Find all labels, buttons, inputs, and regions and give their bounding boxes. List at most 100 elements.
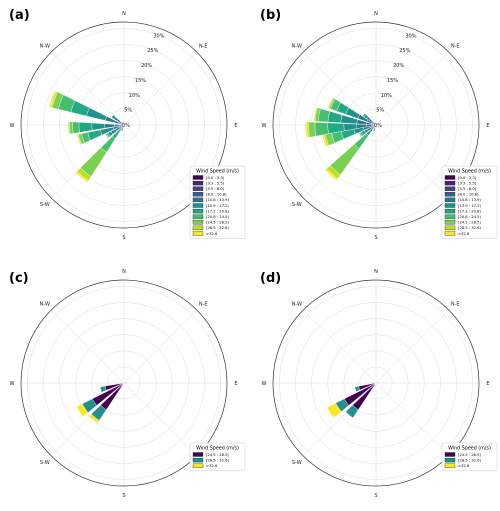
legend-swatch bbox=[192, 197, 204, 203]
direction-label: N bbox=[122, 11, 126, 17]
windrose-bar bbox=[326, 402, 342, 419]
windrose-bar bbox=[373, 121, 376, 124]
legend-entry: >32.6 bbox=[206, 464, 218, 468]
panel-label: (b) bbox=[260, 8, 281, 23]
windrose-bar bbox=[123, 382, 128, 384]
legend-entry: [0.0 : 3.3) bbox=[458, 176, 477, 180]
windrose-panel: (a)5%10%15%20%25%30%0%NN-EES-ESS-WWN-WWi… bbox=[9, 8, 246, 241]
windrose-bar bbox=[354, 386, 360, 392]
direction-label: N bbox=[122, 269, 126, 275]
legend-entry: [10.8 : 13.9) bbox=[458, 198, 481, 202]
direction-label: N-E bbox=[199, 302, 208, 308]
radial-tick-label: 5% bbox=[376, 108, 384, 114]
legend-entry: [20.8 : 24.5) bbox=[458, 215, 481, 219]
legend-swatch bbox=[192, 186, 204, 191]
windrose-bar bbox=[86, 107, 107, 121]
direction-label: E bbox=[486, 381, 489, 387]
direction-label: N-W bbox=[40, 302, 50, 308]
legend: Wind Speed (m/s)[24.5 : 28.5)[28.5 : 32.… bbox=[189, 442, 246, 472]
windrose-bar bbox=[314, 122, 329, 137]
windrose-bar bbox=[327, 111, 343, 124]
legend-swatch bbox=[192, 203, 204, 208]
direction-label: S bbox=[374, 493, 377, 499]
legend-box bbox=[189, 442, 246, 472]
legend-entry: [20.8 : 24.5) bbox=[206, 215, 229, 219]
direction-label: N bbox=[374, 269, 378, 275]
direction-label: S-W bbox=[292, 202, 302, 208]
legend-entry: [8.0 : 10.8) bbox=[458, 193, 479, 197]
legend-swatch bbox=[192, 220, 204, 225]
windrose-bar bbox=[111, 114, 117, 120]
direction-label: S bbox=[374, 235, 377, 241]
windrose-bar bbox=[372, 129, 376, 132]
direction-label: W bbox=[262, 381, 267, 387]
windrose-bar bbox=[362, 113, 367, 118]
windrose-bar bbox=[99, 385, 107, 393]
legend-entry: [24.5 : 28.5) bbox=[206, 221, 229, 225]
direction-label: N-E bbox=[451, 44, 460, 50]
windrose-panel: (b)5%10%15%20%25%30%0%NN-EES-ESS-WWN-WWi… bbox=[260, 8, 498, 241]
windrose-bar bbox=[88, 413, 100, 424]
windrose-bar bbox=[121, 121, 124, 124]
direction-label: E bbox=[486, 123, 489, 129]
windrose-bar bbox=[76, 134, 81, 146]
legend-swatch bbox=[444, 231, 456, 236]
legend-title: Wind Speed (m/s) bbox=[448, 446, 491, 452]
grid-spoke bbox=[302, 51, 377, 126]
panel-label: (a) bbox=[9, 8, 30, 23]
legend-entry: [17.2 : 20.8) bbox=[458, 209, 481, 213]
direction-label: S-W bbox=[292, 460, 302, 466]
legend-swatch bbox=[444, 197, 456, 203]
legend-swatch bbox=[192, 452, 204, 457]
direction-label: E bbox=[234, 381, 237, 387]
outer-ring bbox=[20, 279, 228, 487]
grid-spoke bbox=[302, 309, 377, 384]
windrose-bar bbox=[305, 121, 309, 139]
legend-entry: [28.5 : 32.6) bbox=[458, 226, 481, 230]
radial-tick-label: 15% bbox=[387, 78, 398, 84]
legend-swatch bbox=[192, 225, 204, 231]
legend-swatch bbox=[192, 192, 204, 197]
legend-entry: [28.5 : 32.6) bbox=[206, 458, 229, 462]
outer-ring bbox=[272, 279, 480, 487]
legend: Wind Speed (m/s)[0.0 : 3.3)[3.3 : 5.5) [5… bbox=[441, 165, 498, 239]
outer-ring bbox=[20, 21, 228, 229]
direction-label: S bbox=[122, 235, 125, 241]
legend: Wind Speed (m/s)[0.0 : 3.3)[3.3 : 5.5) [5… bbox=[189, 165, 246, 239]
legend-entry: [13.9 : 17.2) bbox=[458, 204, 481, 208]
legend-entry: [8.0 : 10.8) bbox=[206, 193, 227, 197]
windrose-bar bbox=[105, 133, 109, 139]
windrose-bar bbox=[308, 121, 317, 138]
direction-label: N-E bbox=[451, 302, 460, 308]
legend-swatch bbox=[444, 457, 456, 463]
legend-entry: [3.3 : 5.5) bbox=[206, 181, 225, 185]
grid-spoke bbox=[375, 382, 450, 457]
direction-label: S-W bbox=[40, 202, 50, 208]
grid-spoke bbox=[375, 309, 450, 384]
direction-label: N bbox=[374, 11, 378, 17]
direction-label: S-W bbox=[40, 460, 50, 466]
legend-swatch bbox=[444, 220, 456, 225]
legend-swatch bbox=[444, 452, 456, 457]
legend-box bbox=[441, 442, 498, 472]
legend-swatch bbox=[444, 214, 456, 219]
radial-tick-label: 5% bbox=[124, 108, 132, 114]
legend-entry: [0.0 : 3.3) bbox=[206, 176, 225, 180]
panel-label: (c) bbox=[9, 271, 29, 286]
legend-swatch bbox=[444, 180, 456, 186]
legend-entry: [17.2 : 20.8) bbox=[206, 209, 229, 213]
legend-swatch bbox=[192, 180, 204, 186]
windrose-bar bbox=[76, 403, 89, 418]
legend-entry: >32.6 bbox=[458, 232, 470, 236]
direction-label: W bbox=[262, 123, 267, 129]
legend-entry: [5.5 : 8.0) bbox=[458, 187, 477, 191]
grid-spoke bbox=[50, 51, 125, 126]
radial-tick-label: 0% bbox=[374, 123, 382, 129]
legend-entry: [28.5 : 32.6) bbox=[458, 458, 481, 462]
grid-spoke bbox=[50, 309, 125, 384]
windrose-bar bbox=[48, 90, 57, 108]
legend-entry: [24.5 : 28.5) bbox=[458, 453, 481, 457]
grid-spoke bbox=[375, 51, 450, 126]
legend-entry: [3.3 : 5.5) bbox=[458, 181, 477, 185]
